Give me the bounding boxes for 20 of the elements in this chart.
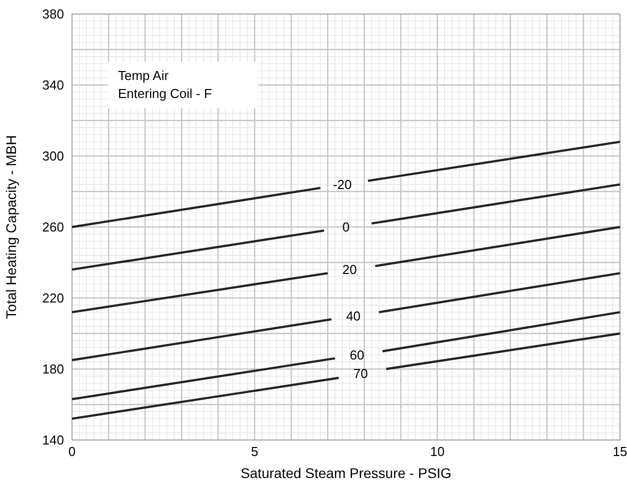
series-label: 60 — [350, 347, 364, 362]
series-label: 40 — [346, 308, 361, 324]
y-tick-label: 220 — [42, 290, 64, 306]
series-label: 70 — [353, 366, 368, 381]
series-label: 0 — [342, 220, 350, 235]
y-tick-label: 380 — [42, 6, 64, 22]
series-label: 20 — [342, 262, 357, 278]
y-axis-title: Total Heating Capacity - MBH — [3, 135, 19, 319]
y-tick-label: 260 — [42, 220, 64, 235]
x-tick-label: 10 — [430, 444, 445, 459]
y-tick-label: 140 — [42, 432, 64, 448]
series-label: -20 — [332, 176, 352, 192]
x-tick-label: 15 — [612, 444, 627, 459]
x-tick-label: 5 — [251, 444, 258, 459]
x-tick-label: 0 — [68, 444, 76, 459]
y-tick-label: 340 — [42, 78, 64, 93]
annotation: Temp Air Entering Coil - F — [118, 68, 212, 101]
y-tick-label: 180 — [42, 362, 64, 377]
y-tick-label: 300 — [42, 148, 64, 164]
x-axis-title: Saturated Steam Pressure - PSIG — [240, 465, 452, 481]
